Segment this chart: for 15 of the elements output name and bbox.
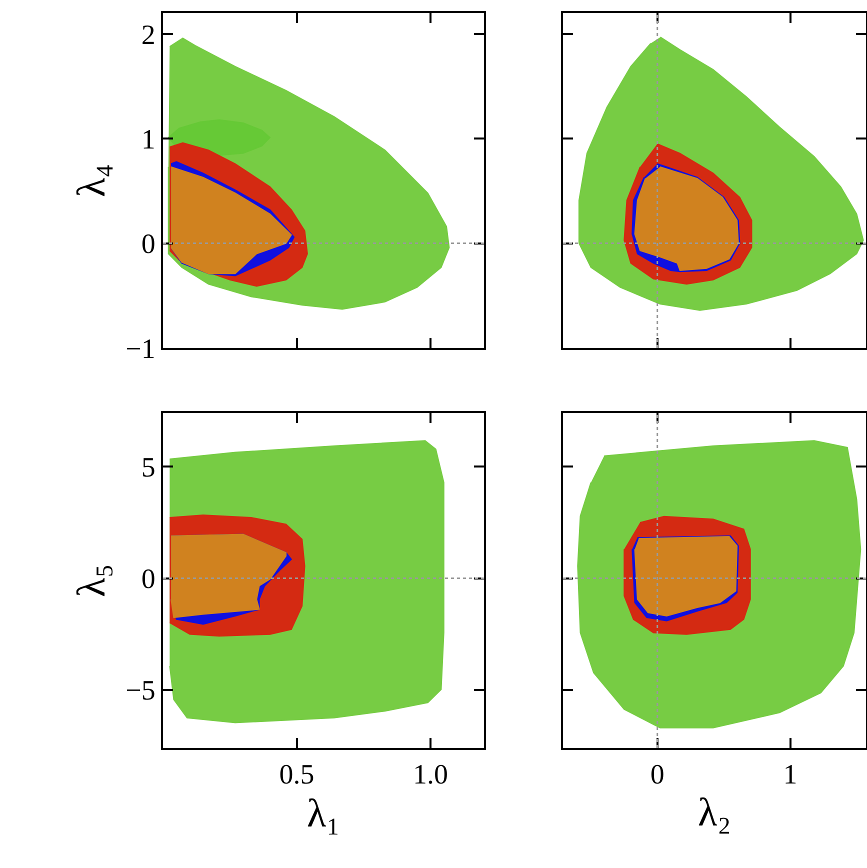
y-axis-title: λ₅ xyxy=(68,564,114,598)
y-tick-label: 0 xyxy=(141,229,156,260)
x-axis-title: λ₁ xyxy=(306,790,340,836)
y-tick-label: −5 xyxy=(126,676,156,707)
y-tick-label: −1 xyxy=(126,334,156,365)
x-tick-label: 0 xyxy=(650,760,664,791)
y-tick-label: 0 xyxy=(141,564,156,596)
x-tick-label: 1.0 xyxy=(413,760,448,791)
x-axis-title: λ₂ xyxy=(698,790,732,835)
y-tick-label: 1 xyxy=(141,124,156,156)
y-tick-label: 5 xyxy=(141,452,156,484)
y-axis-title: λ₄ xyxy=(68,164,114,198)
x-tick-label: 0.5 xyxy=(279,760,314,791)
y-tick-label: 2 xyxy=(141,20,156,51)
x-tick-label: 1 xyxy=(783,760,798,791)
